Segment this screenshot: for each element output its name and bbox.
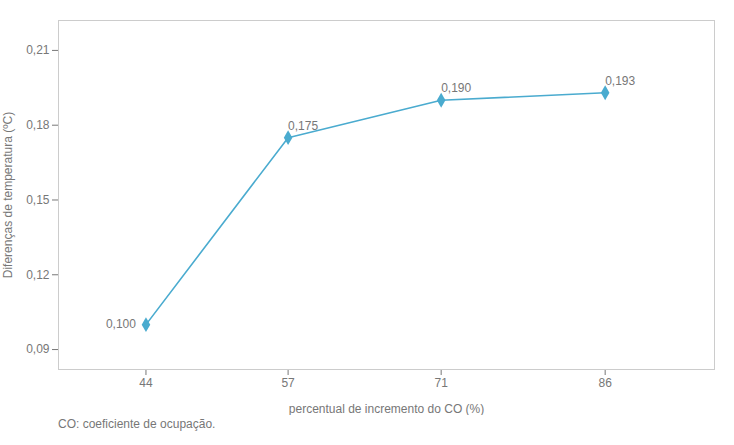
svg-text:0,15: 0,15 bbox=[26, 193, 50, 207]
svg-text:0,09: 0,09 bbox=[26, 342, 50, 356]
svg-text:Diferenças de temperatura (ºC): Diferenças de temperatura (ºC) bbox=[1, 112, 15, 278]
svg-text:percentual de incremento do CO: percentual de incremento do CO (%) bbox=[289, 402, 484, 416]
html-text:CO: coeficiente de ocupação.: CO: coeficiente de ocupação. bbox=[58, 417, 216, 431]
svg-text:0,175: 0,175 bbox=[288, 119, 318, 133]
svg-text:57: 57 bbox=[281, 376, 295, 390]
svg-text:86: 86 bbox=[598, 376, 612, 390]
svg-text:0,18: 0,18 bbox=[26, 118, 50, 132]
svg-text:0,190: 0,190 bbox=[441, 81, 471, 95]
svg-text:0,100: 0,100 bbox=[106, 317, 136, 331]
svg-text:71: 71 bbox=[434, 376, 448, 390]
svg-text:0,21: 0,21 bbox=[26, 43, 50, 57]
svg-text:0,193: 0,193 bbox=[605, 74, 635, 88]
svg-text:44: 44 bbox=[139, 376, 153, 390]
svg-text:0,12: 0,12 bbox=[26, 268, 50, 282]
